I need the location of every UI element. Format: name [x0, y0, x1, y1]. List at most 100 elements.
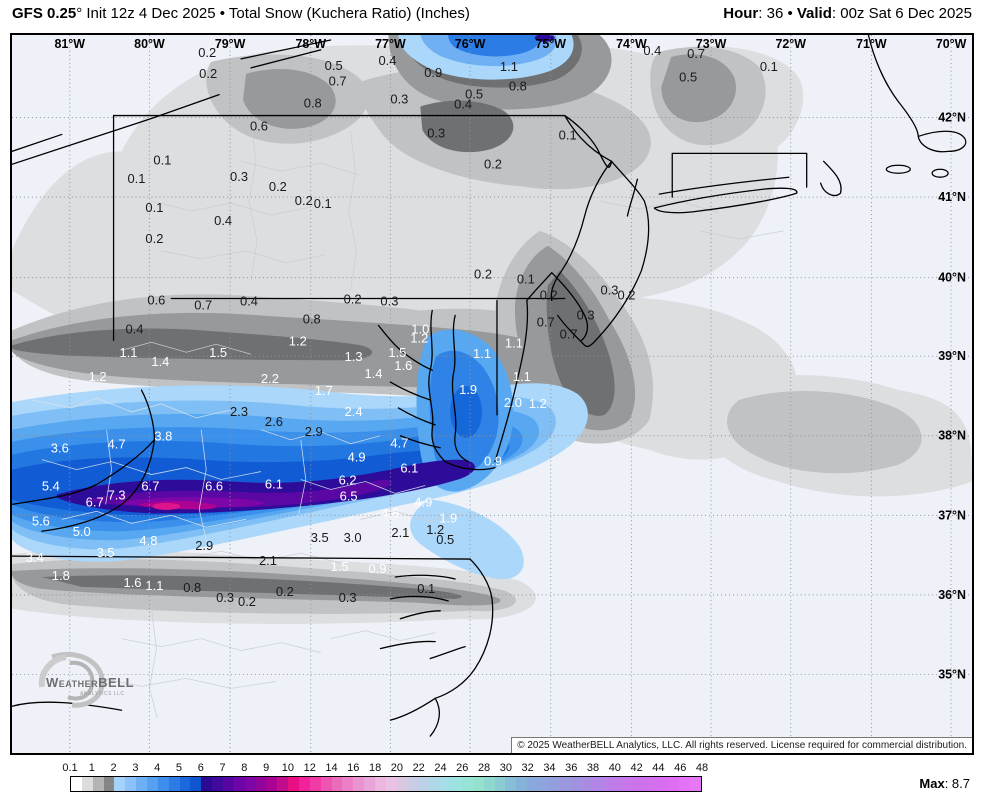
colorbar-cell [385, 777, 397, 791]
colorbar-cell [125, 777, 137, 791]
max-label-bold: Max [919, 776, 945, 791]
colorbar-cell [592, 777, 604, 791]
colorbar-cell [277, 777, 289, 791]
value-labels-layer: 0.20.20.50.70.80.40.90.30.30.40.51.10.80… [26, 43, 778, 609]
snow-value-label: 0.5 [325, 58, 343, 73]
snow-value-label: 0.3 [380, 294, 398, 309]
snow-value-label: 6.1 [265, 476, 283, 491]
snow-value-label: 0.3 [427, 125, 445, 140]
colorbar-tick-label: 20 [390, 762, 404, 774]
snow-value-label: 1.2 [89, 369, 107, 384]
snow-value-label: 4.9 [348, 450, 366, 465]
snow-value-label: 0.4 [214, 213, 232, 228]
snow-value-label: 4.6 [381, 505, 399, 520]
lon-label: 73°W [696, 37, 727, 51]
snow-value-label: 0.1 [314, 196, 332, 211]
snow-value-label: 0.3 [601, 283, 619, 298]
colorbar-cell [407, 777, 419, 791]
colorbar-tick-label: 48 [695, 762, 709, 774]
snow-value-label: 1.2 [529, 396, 547, 411]
snow-value-label: 0.8 [303, 311, 321, 326]
snow-value-label: 1.1 [513, 369, 531, 384]
colorbar-tick-label: 7 [219, 762, 226, 774]
colorbar-cell [364, 777, 376, 791]
product-title-rest: ° Init 12z 4 Dec 2025 • Total Snow (Kuch… [76, 5, 470, 22]
colorbar-cell [516, 777, 528, 791]
snow-value-label: 1.2 [426, 522, 444, 537]
snow-value-label: 0.3 [390, 92, 408, 107]
colorbar-cell [635, 777, 647, 791]
colorbar-cell [472, 777, 484, 791]
snow-value-label: 2.9 [195, 538, 213, 553]
colorbar-cell [461, 777, 473, 791]
snow-value-label: 3.4 [26, 550, 44, 565]
snow-value-label: 5.4 [42, 478, 60, 493]
snow-value-label: 0.2 [199, 66, 217, 81]
snow-value-label: 5.0 [73, 524, 91, 539]
colorbar-cell [233, 777, 245, 791]
colorbar-cell [624, 777, 636, 791]
graticule-layer [12, 35, 972, 753]
colorbar-cell [657, 777, 669, 791]
snow-value-label: 6.5 [340, 488, 358, 503]
snow-value-label: 0.1 [145, 200, 163, 215]
map-canvas: 0.20.20.50.70.80.40.90.30.30.40.51.10.80… [12, 35, 972, 753]
snow-value-label: 0.4 [125, 321, 143, 336]
snow-value-label: 1.7 [315, 383, 333, 398]
snow-value-label: 0.7 [687, 46, 705, 61]
lon-label: 80°W [134, 37, 165, 51]
colorbar-tick-label: 28 [477, 762, 491, 774]
snow-value-label: 0.6 [250, 118, 268, 133]
snow-value-label: 2.6 [265, 414, 283, 429]
county-lines-layer [31, 121, 784, 719]
snow-value-label: 0.2 [269, 179, 287, 194]
colorbar-cell [483, 777, 495, 791]
snow-value-label: 0.1 [127, 171, 145, 186]
valid-value: : 00z Sat 6 Dec 2025 [831, 5, 972, 22]
colorbar-tick-label: 9 [263, 762, 270, 774]
product-title: GFS 0.25° Init 12z 4 Dec 2025 • Total Sn… [12, 5, 470, 22]
lat-label: 38°N [938, 429, 966, 443]
snow-value-label: 1.0 [411, 321, 429, 336]
snow-value-label: 0.2 [474, 267, 492, 282]
snow-value-label: 0.5 [679, 70, 697, 85]
colorbar-tick-label: 12 [303, 762, 316, 774]
snow-shading-layer [12, 35, 972, 624]
snow-value-label: 0.3 [577, 307, 595, 322]
colorbar-tick-label: 24 [434, 762, 447, 774]
lon-label: 71°W [856, 37, 887, 51]
snow-value-label: 1.2 [410, 330, 428, 345]
snow-value-label: 6.6 [205, 478, 223, 493]
colorbar-tick-label: 36 [565, 762, 578, 774]
snow-value-label: 3.8 [154, 429, 172, 444]
colorbar-cell [679, 777, 690, 791]
snow-value-label: 1.1 [505, 335, 523, 350]
lon-label: 76°W [455, 37, 486, 51]
lon-label: 81°W [54, 37, 85, 51]
colorbar-cells [70, 776, 702, 792]
snow-value-label: 0.1 [760, 59, 778, 74]
snow-value-label: 3.6 [51, 441, 69, 456]
snow-value-label: 6.2 [339, 473, 357, 488]
colorbar-cell [342, 777, 354, 791]
lon-label: 70°W [936, 37, 967, 51]
snow-value-label: 0.2 [198, 45, 216, 60]
snow-value-label: 0.7 [194, 297, 212, 312]
snow-value-label: 3.0 [344, 530, 362, 545]
snow-value-label: 0.8 [509, 79, 527, 94]
colorbar-cell [570, 777, 582, 791]
snow-value-label: 1.6 [124, 575, 142, 590]
colorbar-cell [92, 777, 104, 791]
colorbar-tick-label: 18 [368, 762, 382, 774]
max-value-text: : 8.7 [944, 776, 970, 791]
snow-value-label: 0.4 [643, 43, 661, 58]
colorbar-cell [375, 777, 386, 791]
colorbar-cell [288, 777, 300, 791]
colorbar-tick-label: 1 [88, 762, 95, 774]
snow-value-label: 0.5 [465, 87, 483, 102]
colorbar-cell [527, 777, 538, 791]
colorbar-cell [179, 777, 191, 791]
snow-value-label: 4.9 [414, 494, 432, 509]
snow-value-label: 0.7 [329, 74, 347, 89]
